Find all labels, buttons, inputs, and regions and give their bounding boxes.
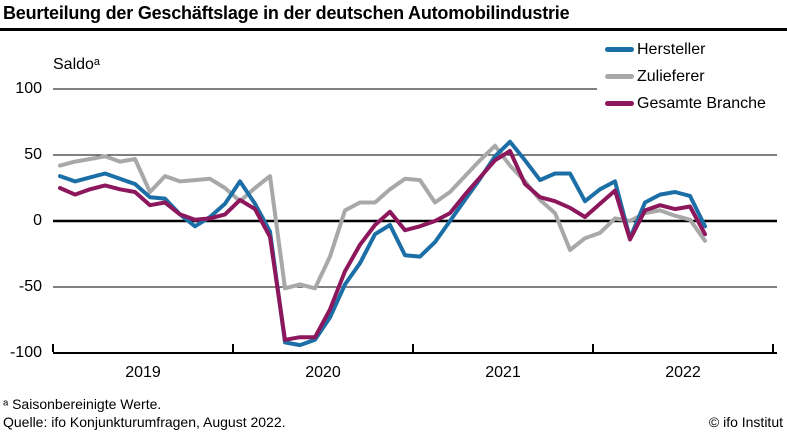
series-line-zulieferer: [58, 143, 707, 291]
page-title: Beurteilung der Geschäftslage in der deu…: [3, 3, 570, 23]
legend-label-hersteller: Hersteller: [637, 40, 706, 58]
legend-label-gesamte-branche: Gesamte Branche: [637, 94, 766, 112]
series-group: [58, 139, 707, 348]
gesamte-branche-line-swatch-icon: [605, 101, 634, 106]
y-tick-label-minus-100: -100: [9, 344, 42, 361]
y-tick-label-minus-50: -50: [18, 278, 42, 295]
y-tick-label-0: 0: [33, 212, 42, 229]
y-axis-unit-label: Saldoᵃ: [53, 56, 100, 73]
x-tick-label-2022: 2022: [665, 364, 701, 381]
x-tick-label-2019: 2019: [125, 364, 161, 381]
x-tick-label-2021: 2021: [485, 364, 521, 381]
hersteller-line-swatch-icon: [605, 47, 634, 52]
legend-row-zulieferer: Zulieferer: [605, 67, 766, 86]
y-tick-label-100: 100: [15, 80, 42, 97]
copyright-note: © ifo Institut: [708, 414, 783, 430]
series-line-hersteller: [58, 139, 707, 348]
source-note: Quelle: ifo Konjunkturumfragen, August 2…: [3, 414, 286, 430]
legend-label-zulieferer: Zulieferer: [637, 67, 705, 85]
y-tick-label-50: 50: [24, 146, 42, 163]
footnote-seasonal-adjustment: ᵃ Saisonbereinigte Werte.: [3, 396, 162, 412]
series-line-gesamte-branche: [58, 149, 707, 342]
legend-row-hersteller: Hersteller: [605, 40, 766, 59]
title-rule: [0, 28, 787, 31]
legend: Hersteller Zulieferer Gesamte Branche: [605, 40, 766, 121]
zulieferer-line-swatch-icon: [605, 74, 634, 79]
x-tick-label-2020: 2020: [305, 364, 341, 381]
legend-row-gesamte-branche: Gesamte Branche: [605, 94, 766, 113]
